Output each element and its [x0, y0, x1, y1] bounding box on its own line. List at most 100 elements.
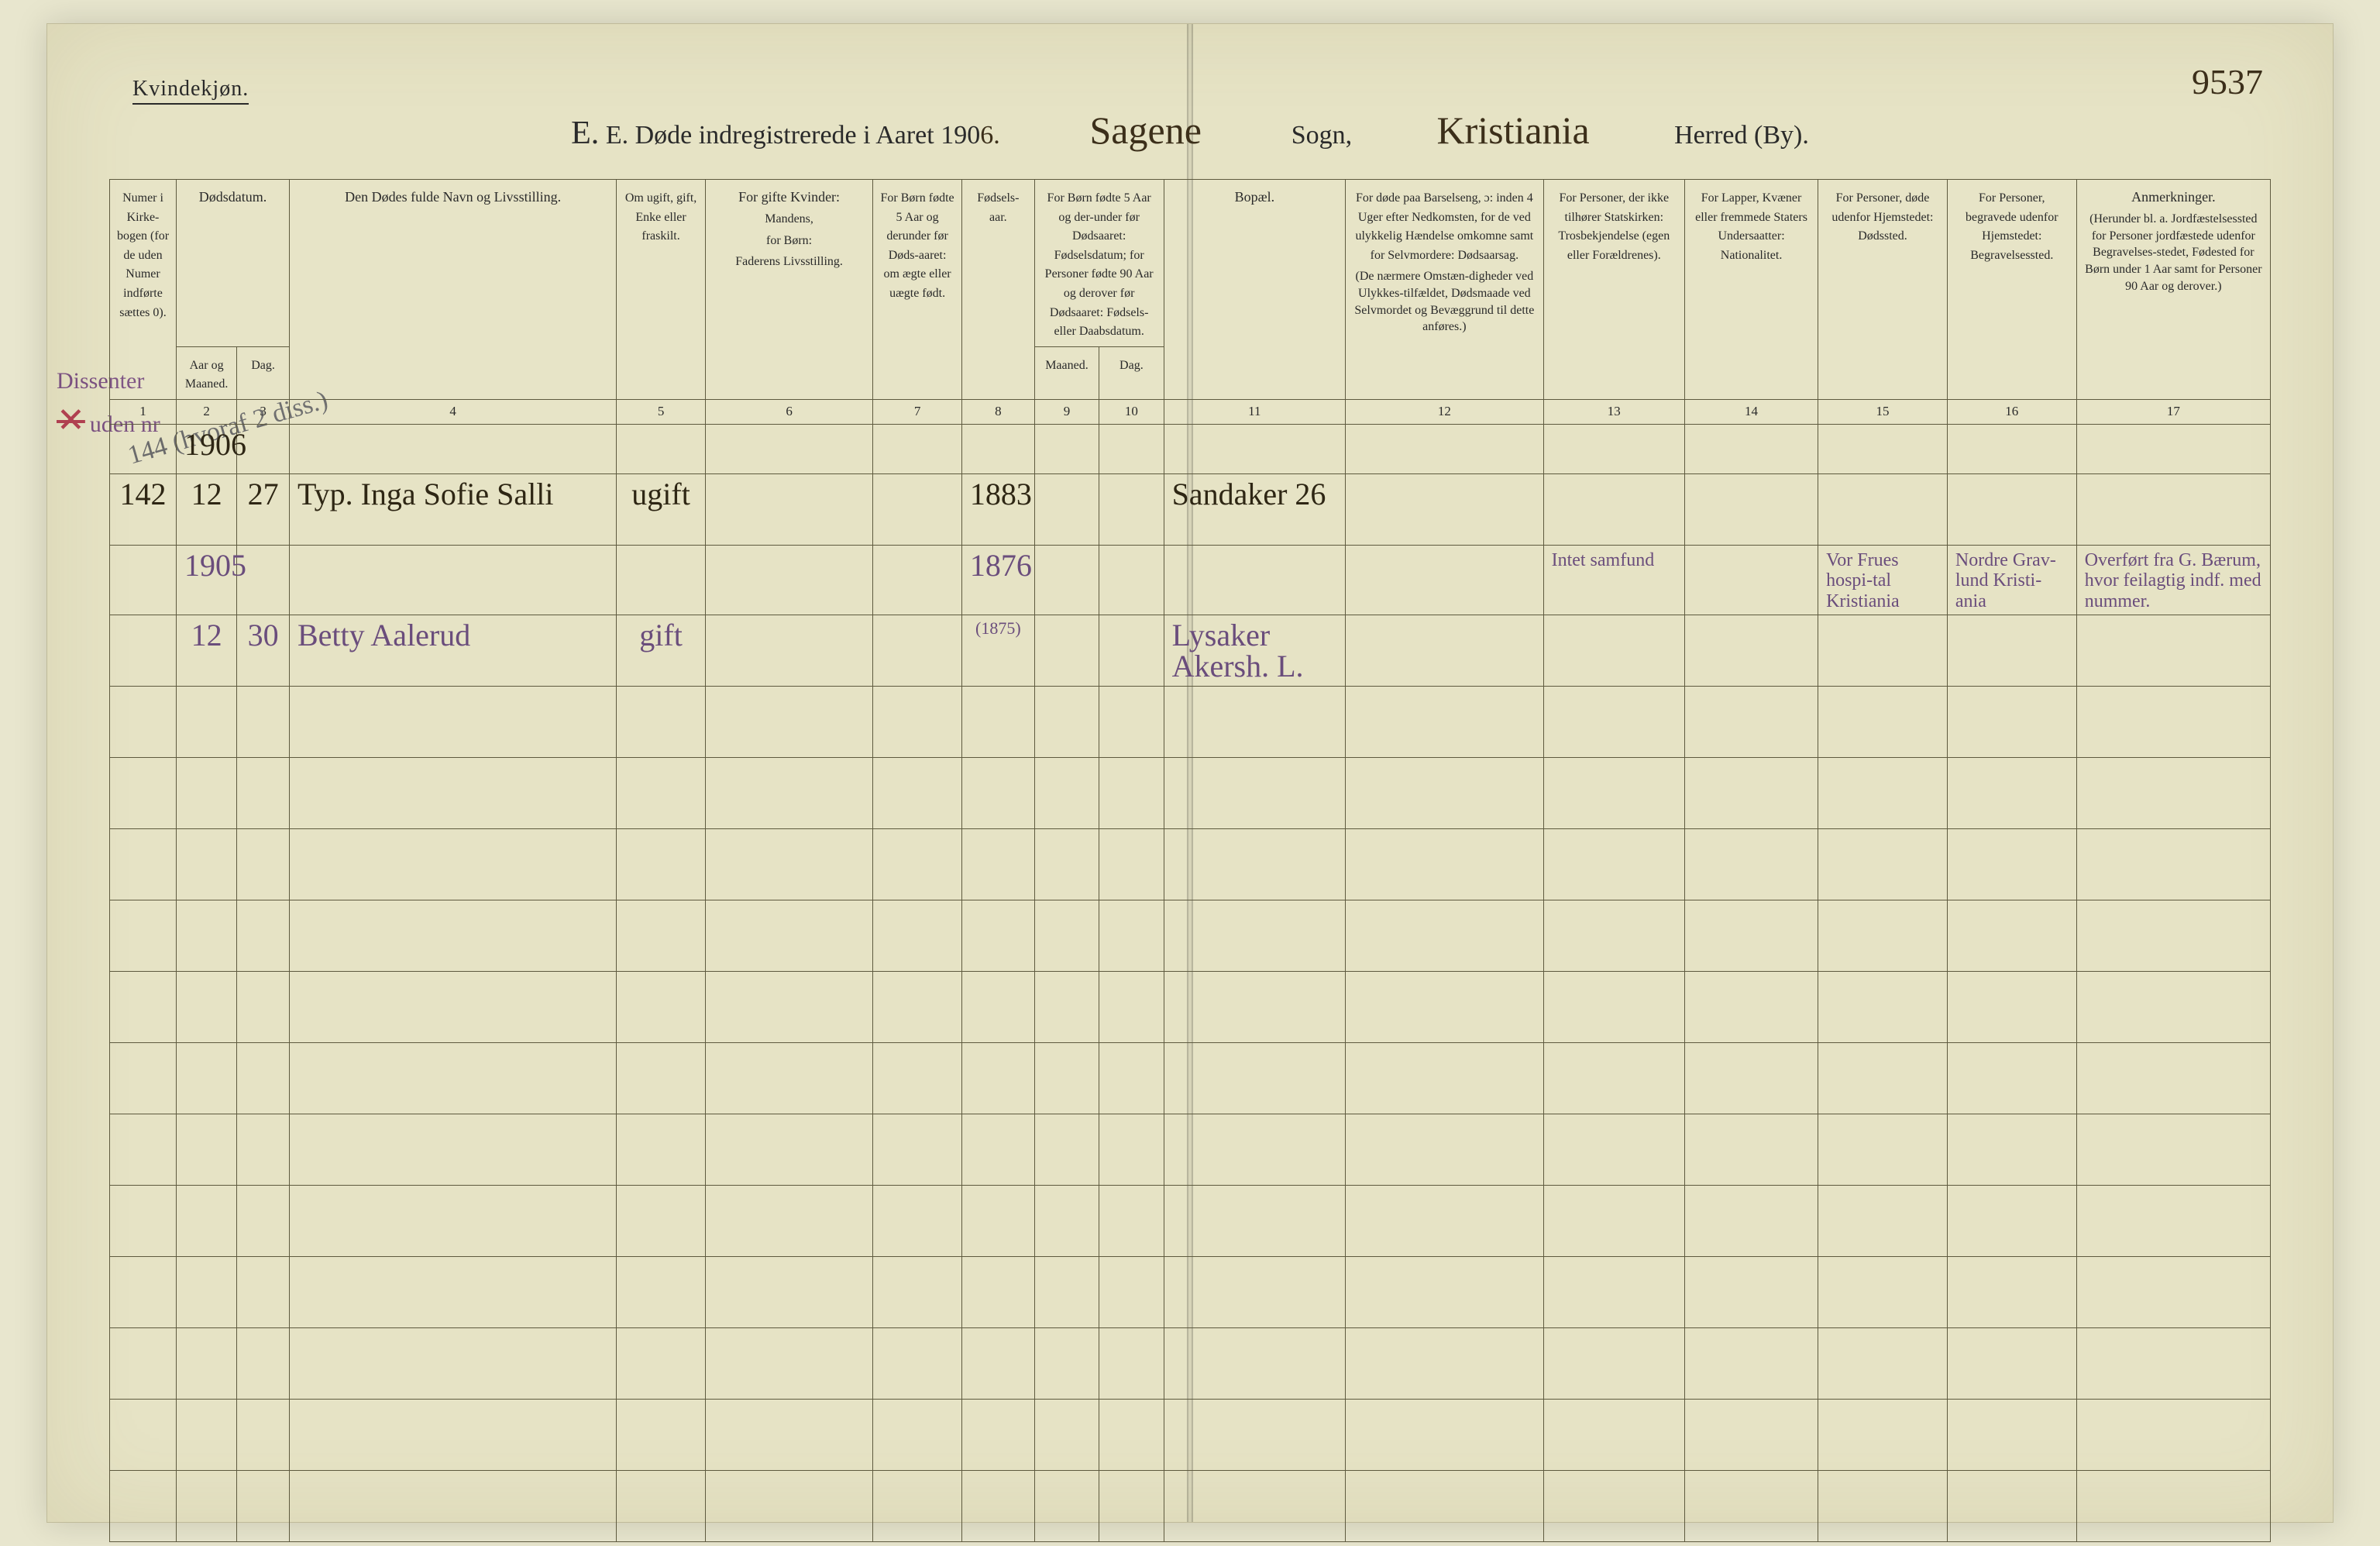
cell	[1164, 545, 1346, 615]
cell	[110, 545, 177, 615]
num-16: 16	[1947, 399, 2076, 424]
cell	[1346, 545, 1543, 615]
col-6-line2: Mandens,	[712, 211, 866, 228]
cell	[873, 424, 962, 473]
cell-name: Typ. Inga Sofie Salli	[289, 473, 616, 545]
cell	[1346, 424, 1543, 473]
header-row-1: Numer i Kirke-bogen (for de uden Numer i…	[110, 180, 2271, 347]
col-11-header: Bopæl.	[1164, 180, 1346, 400]
num-1: 1	[110, 399, 177, 424]
col-9-10-text: For Børn fødte 5 Aar og der-under før Dø…	[1045, 191, 1154, 338]
page-number: 9537	[2192, 61, 2263, 102]
cell	[961, 424, 1034, 473]
cell-year: 1905	[177, 545, 237, 615]
cell-birthyear: 1883	[961, 473, 1034, 545]
cell-status: gift	[617, 615, 706, 687]
label-herred: Herred (By).	[1674, 121, 1809, 150]
num-7: 7	[873, 399, 962, 424]
col-7-header: For Børn fødte 5 Aar og derunder før Død…	[873, 180, 962, 400]
table-row	[110, 758, 2271, 829]
cell	[1818, 473, 1948, 545]
col-17-sub: (Herunder bl. a. Jordfæstelsessted for P…	[2083, 211, 2264, 294]
page-title-line: E. E. Døde indregistrerede i Aaret 1906.…	[47, 108, 2333, 153]
table-head: Numer i Kirke-bogen (for de uden Numer i…	[110, 180, 2271, 425]
cell	[110, 615, 177, 687]
cell	[873, 473, 962, 545]
cell-residence: Sandaker 26	[1164, 473, 1346, 545]
col-3-sub: Dag.	[237, 346, 290, 399]
col-6-header: For gifte Kvinder: Mandens, for Børn: Fa…	[705, 180, 872, 400]
cell	[1099, 424, 1164, 473]
cell	[1685, 473, 1818, 545]
col-16-text: For Personer, begravede udenfor Hjemsted…	[1966, 191, 2058, 262]
gender-label: Kvindekjøn.	[132, 77, 249, 105]
num-13: 13	[1543, 399, 1684, 424]
cell-remarks: Overført fra G. Bærum, hvor feilagtig in…	[2076, 545, 2270, 615]
col-2-sub-text: Aar og Maaned.	[185, 359, 229, 391]
table-row: 1906	[110, 424, 2271, 473]
cell	[617, 545, 706, 615]
cell-birthyear: 1876	[961, 545, 1034, 615]
label-sogn: Sogn,	[1291, 121, 1352, 150]
num-2: 2	[177, 399, 237, 424]
num-9: 9	[1034, 399, 1099, 424]
cell	[1685, 545, 1818, 615]
cell	[1543, 424, 1684, 473]
col-10-sub: Dag.	[1099, 346, 1164, 399]
title-section-letter: E.	[571, 115, 599, 151]
cell	[1685, 424, 1818, 473]
ledger-container: Numer i Kirke-bogen (for de uden Numer i…	[109, 179, 2271, 1460]
cell-residence: Lysaker Akersh. L.	[1164, 615, 1346, 687]
col-8-text: Fødsels-aar.	[977, 191, 1019, 224]
strike-x-icon: ✕	[57, 404, 85, 438]
cell	[1034, 615, 1099, 687]
table-row	[110, 687, 2271, 758]
cell	[2076, 473, 2270, 545]
col-9-10-group: For Børn fødte 5 Aar og der-under før Dø…	[1034, 180, 1164, 347]
cell	[705, 545, 872, 615]
cell	[289, 424, 616, 473]
col-12-header: For døde paa Barselseng, ɔ: inden 4 Uger…	[1346, 180, 1543, 400]
cell	[1099, 545, 1164, 615]
cell	[1099, 615, 1164, 687]
cell-num: 142	[110, 473, 177, 545]
cell	[705, 615, 872, 687]
table-row: 12 30 Betty Aalerud gift (1875) Lysaker …	[110, 615, 2271, 687]
cell	[2076, 424, 2270, 473]
cell-confession: Intet samfund	[1543, 545, 1684, 615]
cell-day: 30	[237, 615, 290, 687]
cell-status: ugift	[617, 473, 706, 545]
ledger-page: Kvindekjøn. 9537 E. E. Døde indregistrer…	[46, 23, 2334, 1523]
cell	[1818, 615, 1948, 687]
col-6-line4: Faderens Livsstilling.	[712, 253, 866, 270]
table-row	[110, 1471, 2271, 1542]
cell	[1034, 473, 1099, 545]
cell	[1034, 424, 1099, 473]
num-17: 17	[2076, 399, 2270, 424]
table-row	[110, 829, 2271, 900]
col-9-sub-text: Maaned.	[1045, 359, 1089, 372]
cell-day: 27	[237, 473, 290, 545]
col-7-text: For Børn fødte 5 Aar og derunder før Død…	[881, 191, 954, 300]
col-12-text: For døde paa Barselseng, ɔ: inden 4 Uger…	[1355, 191, 1533, 262]
num-6: 6	[705, 399, 872, 424]
cell	[1034, 545, 1099, 615]
cell	[1346, 615, 1543, 687]
cell	[1947, 424, 2076, 473]
col-16-header: For Personer, begravede udenfor Hjemsted…	[1947, 180, 2076, 400]
num-11: 11	[1164, 399, 1346, 424]
num-4: 4	[289, 399, 616, 424]
num-5: 5	[617, 399, 706, 424]
cell	[1947, 473, 2076, 545]
cell	[873, 545, 962, 615]
num-15: 15	[1818, 399, 1948, 424]
table-row	[110, 1043, 2271, 1114]
cell	[1346, 473, 1543, 545]
cell-name: Betty Aalerud	[289, 615, 616, 687]
col-10-sub-text: Dag.	[1119, 359, 1144, 372]
table-row	[110, 972, 2271, 1043]
col-1-text: Numer i Kirke-bogen (for de uden Numer i…	[117, 191, 169, 319]
col-15-header: For Personer, døde udenfor Hjemstedet: D…	[1818, 180, 1948, 400]
header-row-nums: 1 2 3 4 5 6 7 8 9 10 11 12 13 14 15 16 1	[110, 399, 2271, 424]
cell	[1685, 615, 1818, 687]
